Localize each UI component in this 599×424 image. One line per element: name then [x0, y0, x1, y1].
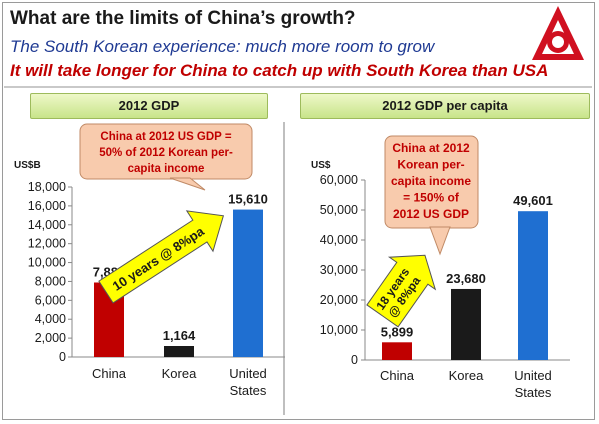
y-tick-label: 30,000 — [320, 263, 358, 277]
callout-text-per-capita: = 150% of — [403, 191, 460, 205]
slide-title: What are the limits of China’s growth? — [10, 8, 356, 29]
y-tick-label: 10,000 — [28, 256, 66, 270]
arrow-label: 10 years @ 8%pa — [110, 223, 208, 294]
y-tick-label: 8,000 — [35, 274, 66, 288]
arrow-shape — [98, 210, 225, 304]
callout-text-per-capita: capita income — [391, 174, 471, 188]
bar-china — [382, 342, 412, 360]
y-tick-label: 20,000 — [320, 293, 358, 307]
growth-arrow-gdp: 10 years @ 8%pa — [98, 210, 225, 304]
y-tick-label: 40,000 — [320, 233, 358, 247]
slide-subtitle-2: It will take longer for China to catch u… — [10, 61, 549, 80]
data-label: 1,164 — [163, 328, 196, 343]
y-tick-label: 4,000 — [35, 312, 66, 326]
logo-icon — [532, 6, 584, 60]
data-label: 49,601 — [513, 193, 553, 208]
y-tick-label: 14,000 — [28, 218, 66, 232]
category-label: China — [380, 368, 415, 383]
callout-pointer-gdp — [169, 177, 206, 191]
bar-korea — [451, 288, 481, 360]
callout-text-per-capita: Korean per- — [397, 158, 464, 172]
y-tick-label: 6,000 — [35, 293, 66, 307]
panel-header-gdp-per-capita: 2012 GDP per capita — [300, 93, 590, 119]
y-tick-label: 10,000 — [320, 323, 358, 337]
category-label: United — [514, 368, 552, 383]
bar-united-states — [518, 211, 548, 360]
y-tick-label: 50,000 — [320, 203, 358, 217]
data-label: 23,680 — [446, 271, 486, 286]
panel-divider — [283, 122, 285, 415]
callout-text-per-capita: 2012 US GDP — [393, 207, 469, 221]
category-label: States — [230, 383, 267, 398]
y-unit-label: US$ — [311, 160, 331, 171]
callout-box-gdp — [79, 123, 253, 180]
callout-text-gdp: 50% of 2012 Korean per- — [99, 147, 233, 159]
callout-text-gdp: China at 2012 US GDP = — [100, 131, 231, 143]
data-label: 5,899 — [381, 324, 414, 339]
callout-text-per-capita: China at 2012 — [392, 141, 470, 155]
panel-header-gdp: 2012 GDP — [30, 93, 268, 119]
callout-pointer-per-capita — [429, 226, 451, 256]
growth-arrow-per-capita: 18 years@ 8%pa — [366, 254, 437, 328]
y-tick-label: 0 — [59, 350, 66, 364]
y-tick-label: 16,000 — [28, 199, 66, 213]
bar-korea — [164, 346, 194, 357]
y-tick-label: 12,000 — [28, 237, 66, 251]
title-rule — [4, 86, 592, 88]
slide-subtitle-1: The South Korean experience: much more r… — [10, 37, 435, 56]
category-label: China — [92, 366, 127, 381]
category-label: Korea — [162, 366, 197, 381]
data-label: 15,610 — [228, 192, 268, 207]
bar-united-states — [233, 209, 263, 357]
callout-text-gdp: capita income — [128, 163, 205, 175]
y-tick-label: 18,000 — [28, 180, 66, 194]
y-unit-label: US$B — [14, 160, 41, 171]
arrow-shape — [366, 254, 437, 328]
y-tick-label: 60,000 — [320, 173, 358, 187]
y-tick-label: 0 — [351, 353, 358, 367]
category-label: United — [229, 366, 267, 381]
y-tick-label: 2,000 — [35, 331, 66, 345]
category-label: States — [515, 385, 552, 400]
category-label: Korea — [449, 368, 484, 383]
